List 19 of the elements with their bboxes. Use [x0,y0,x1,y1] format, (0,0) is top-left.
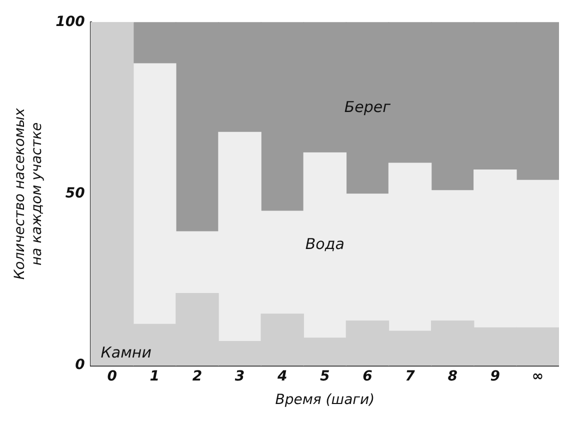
y-axis-title: Количество насекомых на каждом участке [12,107,45,280]
series-label: Камни [100,343,152,362]
y-tick-label: 50 [65,186,86,202]
x-tick-label: 6 [362,368,373,384]
x-tick-label: 8 [448,368,458,384]
x-tick-label: 4 [276,368,288,384]
series-label: Вода [305,235,344,254]
x-tick-label: 2 [192,368,202,384]
x-tick-label: 1 [150,368,160,384]
x-tick-label: 7 [405,368,416,384]
x-tick-label: 5 [320,368,330,384]
x-tick-label: 0 [107,368,118,384]
y-tick-label: 100 [56,14,86,30]
x-tick-label: 3 [234,368,245,384]
x-axis-title: Время (шаги) [275,392,375,408]
x-tick-label: ∞ [532,368,544,384]
series-label: Берег [344,98,391,116]
x-tick-label: 9 [490,368,500,384]
y-tick-label: 0 [75,357,86,374]
